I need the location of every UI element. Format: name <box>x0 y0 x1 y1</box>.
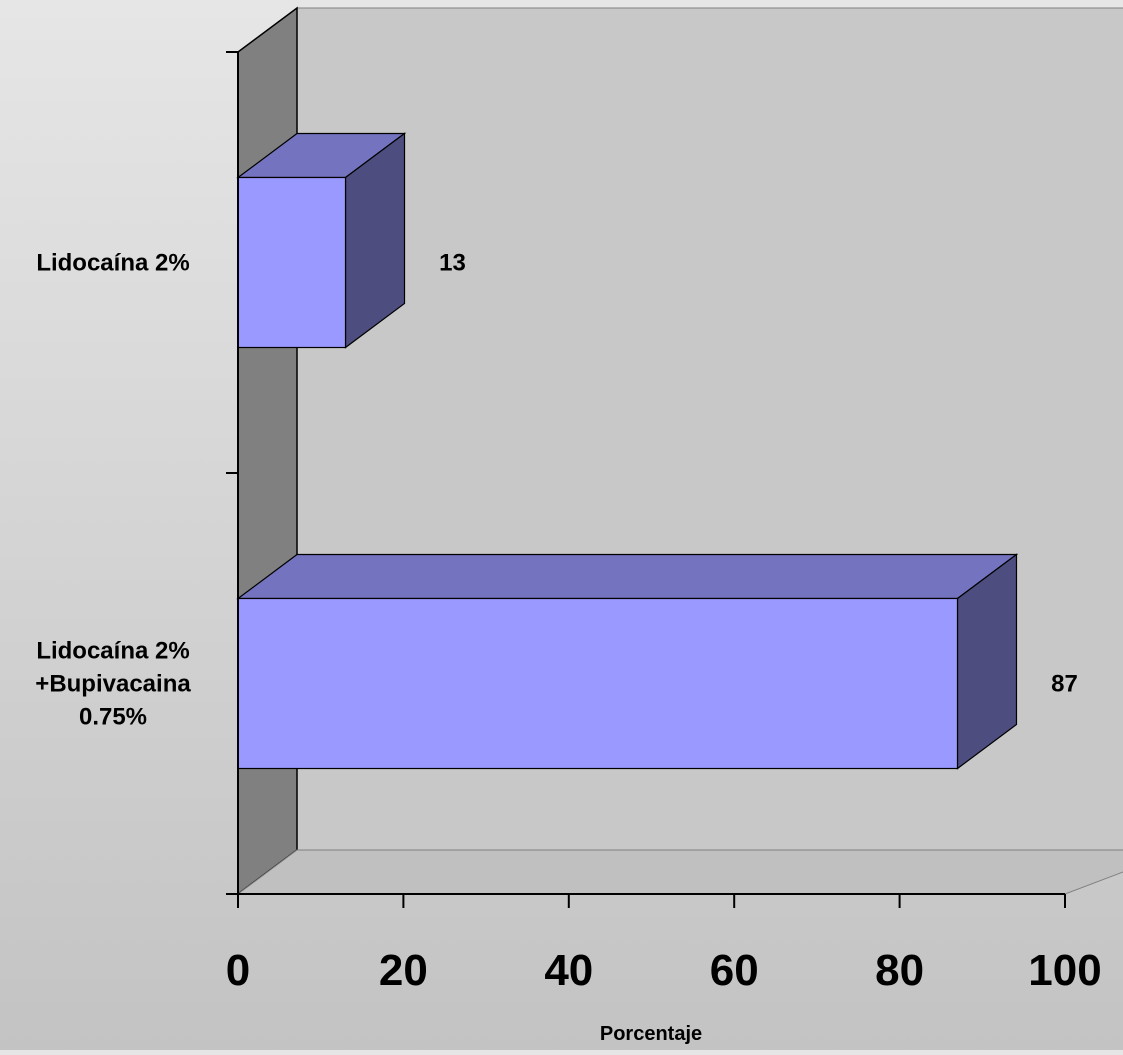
category-label-2-line-2: +Bupivacaina <box>35 671 191 698</box>
category-label-2-line-3: 0.75% <box>79 704 147 731</box>
x-tick-label-100: 100 <box>1028 946 1101 995</box>
bar-front-2 <box>237 597 959 770</box>
bar-2 <box>236 553 1019 770</box>
bar-top-2 <box>236 553 1019 600</box>
category-label-1: Lidocaína 2% <box>36 250 189 277</box>
category-label-1-line-1: Lidocaína 2% <box>36 250 189 277</box>
floor <box>236 849 1123 895</box>
category-label-2: Lidocaína 2% +Bupivacaina 0.75% <box>35 638 191 731</box>
x-tick-label-80: 80 <box>875 946 924 995</box>
x-axis-title: Porcentaje <box>600 1023 702 1045</box>
x-tick-label-20: 20 <box>379 946 428 995</box>
bar-front-1 <box>237 176 347 349</box>
data-label-2: 87 <box>1051 671 1078 698</box>
axes-group: 0 20 40 60 80 100 <box>226 51 1102 995</box>
data-label-1: 13 <box>439 250 466 277</box>
x-tick-label-60: 60 <box>710 946 759 995</box>
bars-group <box>236 132 1019 770</box>
x-tick-label-0: 0 <box>226 946 250 995</box>
labels-group: 13 Lidocaína 2% 87 Lidocaína 2% +Bupivacaina… <box>35 250 1078 731</box>
bar-1 <box>236 132 407 349</box>
x-tick-label-40: 40 <box>544 946 593 995</box>
category-label-2-line-1: Lidocaína 2% <box>36 638 189 665</box>
